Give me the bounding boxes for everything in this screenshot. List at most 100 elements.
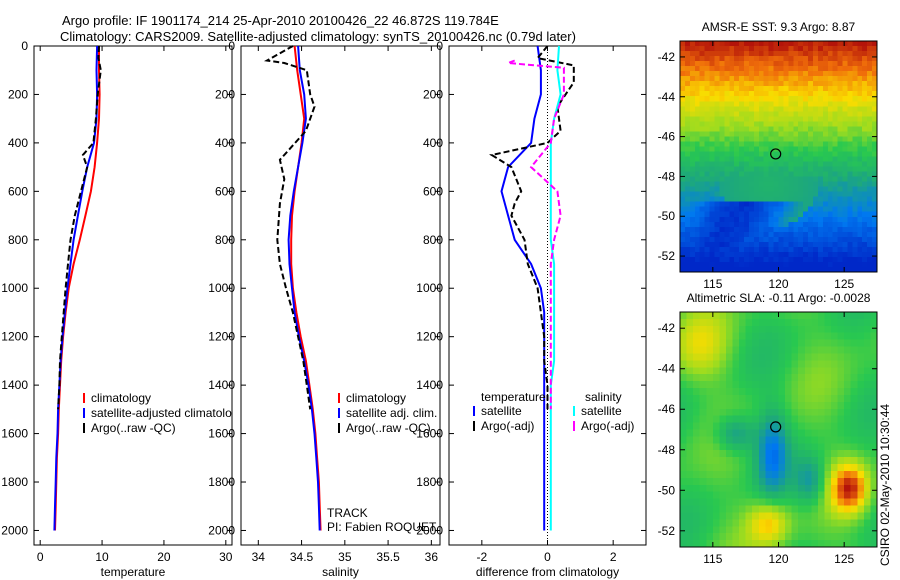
- heatmap-cell: [752, 388, 760, 396]
- heatmap-cell: [852, 126, 858, 132]
- heatmap-cell: [803, 121, 809, 127]
- heatmap-cell: [714, 111, 720, 117]
- heatmap-cell: [850, 436, 858, 444]
- heatmap-cell: [803, 161, 809, 168]
- heatmap-cell: [817, 312, 826, 320]
- heatmap-cell: [680, 450, 688, 458]
- heatmap-cell: [758, 171, 765, 178]
- heatmap-cell: [822, 96, 829, 102]
- heatmap-cell: [863, 498, 872, 507]
- heatmap-cell: [852, 156, 858, 163]
- heatmap-cell: [791, 325, 799, 334]
- heatmap-cell: [704, 246, 711, 253]
- heatmap-cell: [739, 332, 747, 341]
- heatmap-cell: [791, 464, 799, 472]
- heatmap-cell: [842, 66, 849, 72]
- heatmap-cell: [753, 41, 760, 47]
- heatmap-cell: [832, 201, 839, 208]
- heatmap-cell: [822, 111, 829, 117]
- heatmap-cell: [852, 61, 858, 67]
- heatmap-cell: [719, 415, 727, 424]
- heatmap-cell: [808, 171, 814, 178]
- heatmap-cell: [699, 484, 707, 493]
- heatmap-cell: [808, 256, 814, 263]
- heatmap-cell: [788, 131, 794, 138]
- heatmap-cell: [699, 61, 706, 67]
- heatmap-cell: [709, 111, 716, 117]
- heatmap-cell: [748, 121, 755, 127]
- heatmap-cell: [709, 66, 716, 72]
- heatmap-cell: [870, 443, 878, 451]
- heatmap-cell: [778, 206, 785, 213]
- heatmap-cell: [847, 136, 853, 143]
- heatmap-cell: [798, 422, 806, 431]
- heatmap-cell: [872, 76, 878, 82]
- heatmap-cell: [680, 166, 686, 173]
- heatmap-cell: [857, 512, 865, 520]
- heatmap-cell: [719, 484, 727, 493]
- heatmap-cell: [827, 161, 834, 168]
- heatmap-cell: [867, 171, 873, 178]
- heatmap-cell: [793, 71, 799, 77]
- heatmap-cell: [752, 332, 760, 341]
- heatmap-cell: [837, 56, 844, 62]
- heatmap-cell: [850, 464, 858, 472]
- heatmap-cell: [693, 526, 701, 534]
- heatmap-cell: [768, 226, 775, 233]
- heatmap-cell: [719, 353, 727, 361]
- heatmap-cell: [712, 318, 720, 327]
- heatmap-cell: [689, 236, 696, 243]
- heatmap-cell: [753, 151, 760, 158]
- y-tick-label: 600: [215, 184, 235, 198]
- x-tick-label: 36: [425, 550, 439, 564]
- heatmap-cell: [778, 512, 786, 520]
- heatmap-cell: [712, 381, 720, 389]
- heatmap-cell: [709, 221, 716, 228]
- heatmap-cell: [714, 231, 720, 238]
- heatmap-cell: [684, 176, 691, 183]
- heatmap-cell: [704, 226, 711, 233]
- heatmap-cell: [758, 526, 766, 534]
- heatmap-cell: [725, 512, 734, 520]
- heatmap-cell: [827, 186, 834, 193]
- heatmap-cell: [862, 221, 868, 228]
- heatmap-cell: [817, 176, 824, 183]
- heatmap-cell: [812, 236, 819, 243]
- heatmap-cell: [870, 415, 878, 424]
- heatmap-cell: [837, 436, 845, 444]
- heatmap-cell: [785, 325, 793, 334]
- heatmap-cell: [768, 241, 775, 248]
- heatmap-cell: [824, 526, 832, 534]
- heatmap-cell: [842, 206, 849, 213]
- heatmap-cell: [867, 261, 873, 268]
- heatmap-cell: [744, 91, 750, 97]
- heatmap-cell: [812, 201, 819, 208]
- heatmap-cell: [812, 241, 819, 248]
- heatmap-cell: [753, 246, 760, 253]
- series-line-blue: [287, 45, 321, 531]
- heatmap-cell: [793, 76, 799, 82]
- heatmap-cell: [811, 381, 819, 389]
- heatmap-cell: [867, 76, 873, 82]
- heatmap-cell: [831, 450, 839, 458]
- heatmap-cell: [699, 66, 706, 72]
- annotation-pi: PI: Fabien ROQUET: [327, 520, 437, 534]
- heatmap-cell: [765, 464, 773, 472]
- heatmap-cell: [798, 346, 806, 355]
- heatmap-cell: [850, 312, 858, 320]
- heatmap-cells: [680, 312, 878, 548]
- y-tick-label: 1000: [208, 281, 235, 295]
- heatmap-cell: [684, 91, 691, 97]
- heatmap-cell: [785, 464, 793, 472]
- heatmap-cell: [803, 146, 809, 153]
- heatmap-cell: [686, 401, 694, 410]
- heatmap-cell: [842, 266, 849, 273]
- heatmap-cell: [729, 76, 735, 82]
- heatmap-cell: [783, 76, 789, 82]
- heatmap-cell: [758, 360, 766, 368]
- heatmap-cell: [729, 261, 735, 268]
- heatmap-cell: [847, 241, 853, 248]
- heatmap-cell: [822, 121, 829, 127]
- heatmap-cell: [719, 71, 725, 77]
- heatmap-cell: [744, 51, 750, 57]
